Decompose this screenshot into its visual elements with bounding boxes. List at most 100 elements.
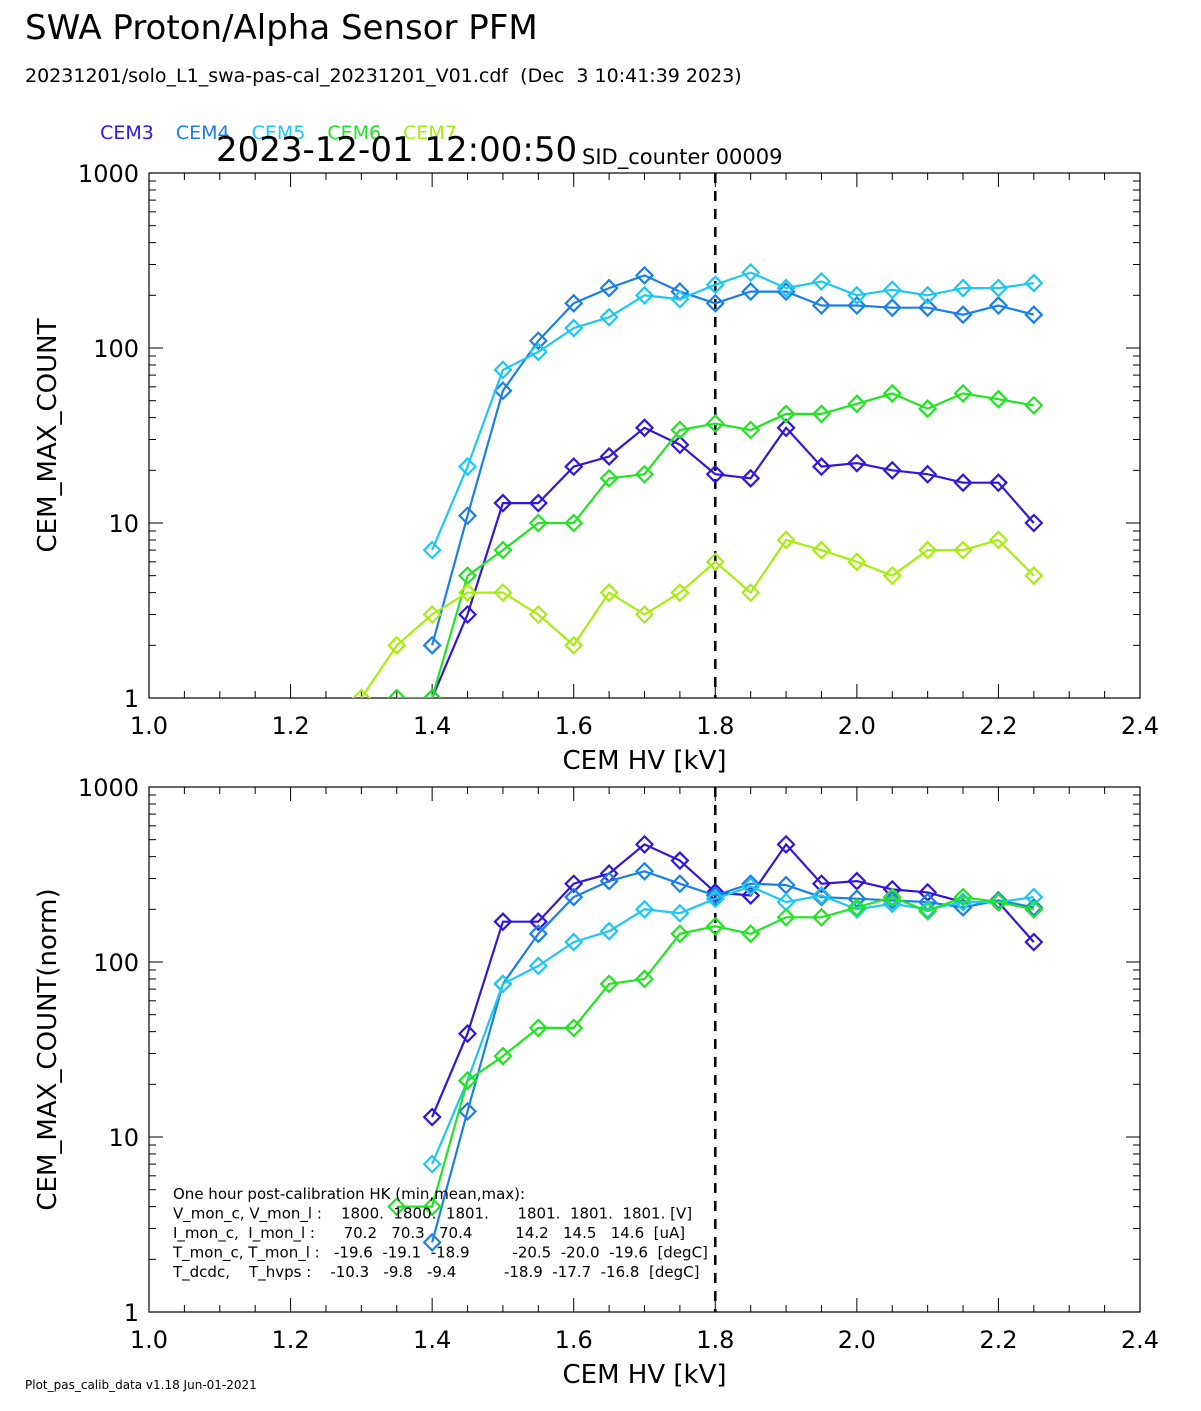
point-cem5-140 xyxy=(422,540,442,560)
y-tick-label: 10 xyxy=(108,510,139,538)
sid-counter: SID_counter 00009 xyxy=(582,145,783,169)
legend-item-cem5: CEM5 xyxy=(251,122,306,144)
point-cem3-175 xyxy=(670,850,690,871)
point-cem5-205 xyxy=(882,280,902,300)
point-cem3-200 xyxy=(847,453,867,473)
point-cem7-205 xyxy=(882,566,902,586)
point-cem3-215 xyxy=(953,473,973,493)
point-cem6-160 xyxy=(564,1018,584,1038)
point-cem5-170 xyxy=(634,285,655,305)
x-tick-label: 1.8 xyxy=(696,1326,734,1354)
legend-item-cem6: CEM6 xyxy=(327,122,382,144)
point-cem3-170 xyxy=(634,834,655,854)
legend: CEM3 CEM4 CEM5 CEM6 CEM7 xyxy=(88,100,479,144)
x-tick-label: 1.0 xyxy=(130,712,168,740)
x-tick-label: 1.6 xyxy=(555,1326,593,1354)
chart-panel-bottom: 1.0 1.2 1.4 1.6 1.8 2.0 2.2 2.4 1 10 100 1000 CEM HV… xyxy=(33,774,1159,1390)
point-cem4-145 xyxy=(457,1101,478,1121)
point-cem4-150 xyxy=(493,381,513,401)
y-tick-label: 10 xyxy=(108,1124,139,1152)
legend-item-cem3: CEM3 xyxy=(100,122,154,144)
point-cem6-180 xyxy=(705,916,725,936)
point-cem6-140 xyxy=(422,688,442,698)
point-cem3-210 xyxy=(918,464,938,484)
point-cem5-160 xyxy=(564,318,584,338)
point-cem5-175 xyxy=(670,903,690,923)
point-cem5-195 xyxy=(811,271,832,292)
x-tick-label: 1.0 xyxy=(130,1326,168,1354)
point-cem5-210 xyxy=(918,285,938,305)
point-cem6-195 xyxy=(811,404,832,424)
point-cem6-165 xyxy=(599,468,619,488)
point-cem3-195 xyxy=(811,457,832,477)
point-cem6-210 xyxy=(918,399,938,419)
series-line-cem7 xyxy=(360,538,1035,698)
point-cem6-165 xyxy=(599,974,619,994)
point-cem4-200 xyxy=(847,295,867,316)
point-cem5-195 xyxy=(811,885,832,906)
series-line-cem3 xyxy=(431,842,1035,1118)
point-cem4-180 xyxy=(705,293,725,313)
point-cem4-160 xyxy=(564,887,584,907)
x-tick-label: 1.2 xyxy=(271,712,309,740)
point-cem3-145 xyxy=(457,1024,478,1044)
point-cem5-210 xyxy=(918,899,938,919)
series-line-cem3 xyxy=(431,426,1035,698)
page-title: SWA Proton/Alpha Sensor PFM xyxy=(25,8,538,48)
series-cem3 xyxy=(422,834,1044,1127)
series-cem5 xyxy=(422,262,1044,560)
point-cem6-195 xyxy=(811,907,832,927)
x-tick-label: 2.0 xyxy=(838,712,876,740)
point-cem7-130 xyxy=(351,688,371,698)
point-cem4-190 xyxy=(776,282,796,302)
point-cem4-180 xyxy=(705,885,725,906)
point-cem5-215 xyxy=(953,278,973,298)
x-tick-label: 1.8 xyxy=(696,712,734,740)
x-tick-label: 1.4 xyxy=(413,1326,451,1354)
point-cem7-170 xyxy=(634,604,655,625)
point-cem6-205 xyxy=(882,887,902,907)
point-cem3-180 xyxy=(705,464,725,484)
point-cem6-150 xyxy=(493,1046,513,1066)
point-cem4-225 xyxy=(1024,305,1044,325)
point-cem5-220 xyxy=(988,278,1008,298)
point-cem6-175 xyxy=(670,420,690,440)
point-cem4-195 xyxy=(811,887,832,907)
point-cem3-150 xyxy=(493,912,513,932)
point-cem4-175 xyxy=(670,874,690,894)
point-cem5-185 xyxy=(741,876,761,897)
point-cem4-165 xyxy=(599,278,619,298)
x-tick-label: 2.0 xyxy=(838,1326,876,1354)
y-tick-label: 100 xyxy=(93,949,139,977)
point-cem4-225 xyxy=(1024,897,1044,917)
point-cem4-160 xyxy=(564,293,584,313)
point-cem6-225 xyxy=(1024,395,1044,415)
point-cem4-195 xyxy=(811,295,832,316)
point-cem3-200 xyxy=(847,871,867,891)
point-cem7-185 xyxy=(741,583,761,603)
point-cem5-165 xyxy=(599,921,619,941)
point-cem6-175 xyxy=(670,924,690,944)
point-cem5-150 xyxy=(493,974,513,994)
hk-line: T_dcdc, T_hvps : -10.3 -9.8 -9.4 -18.9 -… xyxy=(172,1263,699,1282)
point-cem5-155 xyxy=(528,342,548,362)
y-tick-label: 1 xyxy=(124,685,139,713)
point-cem7-165 xyxy=(599,583,619,603)
point-cem5-150 xyxy=(493,360,513,380)
point-cem5-185 xyxy=(741,262,761,283)
point-cem4-210 xyxy=(918,298,938,318)
point-cem7-135 xyxy=(387,635,407,655)
legend-item-cem7: CEM7 xyxy=(403,122,457,144)
point-cem3-195 xyxy=(811,874,832,894)
point-cem5-160 xyxy=(564,932,584,952)
point-cem7-210 xyxy=(918,540,938,560)
point-cem7-140 xyxy=(422,604,442,625)
point-cem7-225 xyxy=(1024,566,1044,586)
point-cem6-205 xyxy=(882,383,902,403)
point-cem6-180 xyxy=(705,414,725,434)
series-cem3 xyxy=(422,418,1044,698)
x-axis-label: CEM HV [kV] xyxy=(562,1360,726,1390)
point-cem3-205 xyxy=(882,460,902,480)
x-tick-label: 1.4 xyxy=(413,712,451,740)
